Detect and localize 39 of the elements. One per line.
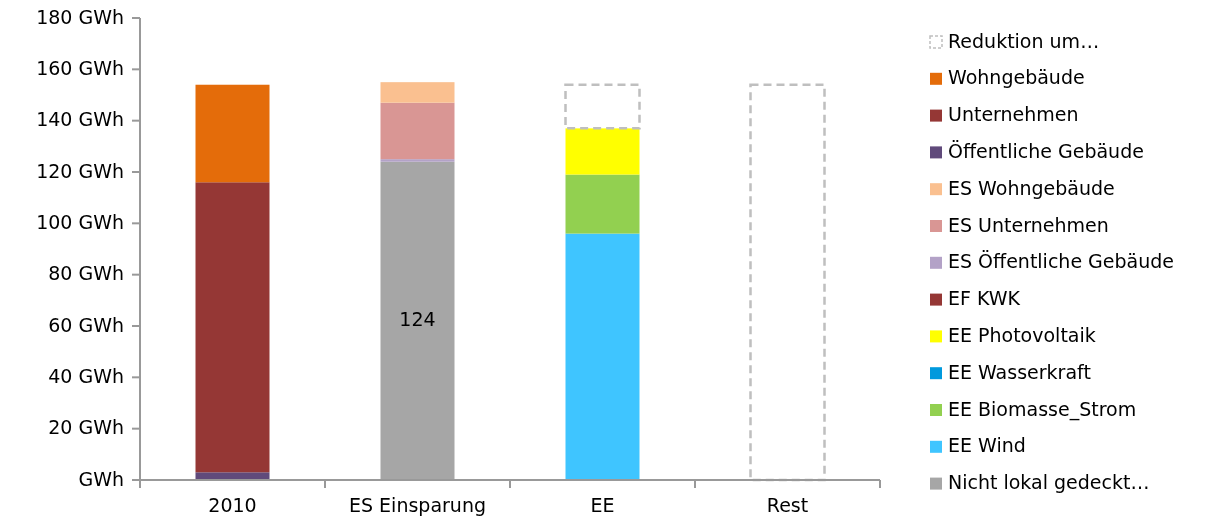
legend-label: EE Biomasse_Strom xyxy=(948,397,1137,421)
legend-label: ES Unternehmen xyxy=(948,213,1109,236)
y-tick-label: 80 GWh xyxy=(48,262,124,285)
bar xyxy=(380,159,455,162)
legend-label: EE Wasserkraft xyxy=(948,360,1091,383)
y-tick-label: 40 GWh xyxy=(48,364,124,387)
y-tick-label: 120 GWh xyxy=(36,159,124,182)
bar xyxy=(195,182,270,473)
legend-label: Unternehmen xyxy=(948,103,1079,126)
legend-label: ES Wohngebäude xyxy=(948,176,1115,199)
legend-label: Wohngebäude xyxy=(948,66,1085,89)
y-tick-label: 100 GWh xyxy=(36,210,124,233)
y-tick-label: 20 GWh xyxy=(48,416,124,439)
y-tick-label: 140 GWh xyxy=(36,108,124,131)
legend-label: Öffentliche Gebäude xyxy=(948,139,1144,162)
legend-label: EE Wind xyxy=(948,434,1026,457)
bar xyxy=(565,233,640,480)
x-tick-label: Rest xyxy=(766,494,809,516)
y-tick-label: GWh xyxy=(78,467,124,490)
x-tick-label: EE xyxy=(590,494,615,516)
bar xyxy=(564,83,641,130)
bar xyxy=(380,102,455,160)
legend-label: ES Öffentliche Gebäude xyxy=(948,250,1175,273)
legend-label: Reduktion um… xyxy=(948,29,1100,52)
legend-label: EF KWK xyxy=(948,287,1021,310)
legend-label: Nicht lokal gedeckt… xyxy=(948,471,1150,494)
bar xyxy=(565,128,640,175)
bar xyxy=(195,472,270,480)
bar xyxy=(565,174,640,234)
y-tick-label: 180 GWh xyxy=(36,5,124,28)
bar xyxy=(195,84,270,183)
legend-label: EE Photovoltaik xyxy=(948,323,1096,346)
x-tick-label: ES Einsparung xyxy=(349,494,486,516)
bar xyxy=(380,82,455,103)
y-tick-label: 160 GWh xyxy=(36,56,124,79)
data-label: 124 xyxy=(399,308,436,331)
x-tick-label: 2010 xyxy=(208,494,257,516)
y-tick-label: 60 GWh xyxy=(48,313,124,336)
bar xyxy=(380,161,455,480)
